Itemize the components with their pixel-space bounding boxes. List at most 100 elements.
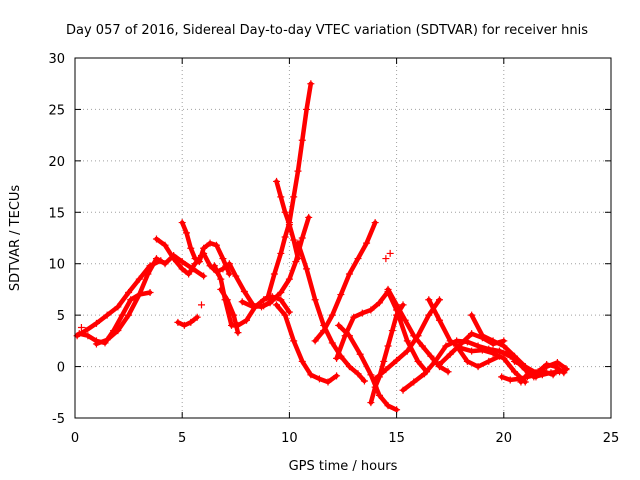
chart-title: Day 057 of 2016, Sidereal Day-to-day VTE… [66, 23, 588, 38]
series-trace [94, 253, 206, 347]
data-point [285, 275, 293, 283]
series-track-05 [178, 219, 233, 278]
data-point [489, 337, 497, 345]
series-track-23 [425, 296, 529, 386]
series-trace [368, 302, 406, 405]
data-point [125, 311, 133, 319]
series-trace [218, 287, 241, 335]
axis-ticks: 0 5 10 15 20 25 -5 0 5 10 15 20 25 30 [48, 52, 619, 446]
data-point [84, 332, 92, 340]
data-point [243, 316, 251, 324]
data-point [345, 270, 353, 278]
data-point [515, 375, 523, 383]
data-point [324, 378, 332, 386]
data-point [294, 255, 302, 263]
data-point [435, 296, 443, 304]
data-point [200, 249, 208, 257]
data-point [496, 347, 504, 355]
data-point [127, 296, 135, 304]
data-point [543, 363, 551, 371]
data-point [335, 321, 343, 329]
data-point [549, 371, 557, 379]
data-point [290, 236, 298, 244]
data-point [401, 316, 409, 324]
data-point [446, 337, 454, 345]
data-point [225, 260, 233, 268]
data-point [384, 402, 392, 410]
data-point [238, 298, 246, 306]
data-point [371, 383, 379, 391]
data-point [328, 311, 336, 319]
data-point [200, 272, 208, 280]
data-point [182, 229, 190, 237]
data-point [178, 258, 186, 266]
data-point [178, 219, 186, 227]
data-point [303, 265, 311, 273]
x-tick-label: 10 [281, 431, 298, 446]
data-point [562, 365, 570, 373]
data-point [367, 371, 375, 379]
y-tick-label: 15 [48, 206, 65, 221]
data-point [500, 354, 508, 362]
data-point [403, 337, 411, 345]
data-point [240, 287, 248, 295]
data-point [375, 299, 383, 307]
data-point [384, 342, 392, 350]
data-point [453, 342, 461, 350]
data-point [311, 296, 319, 304]
data-point [435, 361, 443, 369]
data-point [560, 369, 568, 377]
x-axis-label: GPS time / hours [289, 459, 398, 474]
data-point [307, 80, 315, 88]
series-track-12 [273, 177, 302, 263]
data-point [388, 327, 396, 335]
data-point [414, 332, 422, 340]
data-point [431, 357, 439, 365]
data-point [294, 239, 302, 247]
data-point [290, 193, 298, 201]
data-point [307, 371, 315, 379]
data-point [285, 221, 293, 229]
series-trace [274, 179, 301, 261]
series-trace [179, 220, 232, 277]
data-point [403, 347, 411, 355]
data-point [393, 356, 401, 364]
data-point [504, 350, 512, 358]
data-point [281, 233, 289, 241]
data-point [144, 270, 152, 278]
data-point [553, 358, 561, 366]
series-trace [426, 297, 528, 385]
data-point [345, 363, 353, 371]
x-tick-label: 25 [603, 431, 620, 446]
data-point [118, 311, 126, 319]
data-point [249, 303, 257, 311]
data-point [393, 301, 401, 309]
data-point [320, 327, 328, 335]
data-point [521, 363, 529, 371]
data-point [232, 272, 240, 280]
data-point [311, 337, 319, 345]
data-point [463, 357, 471, 365]
data-point [457, 340, 465, 348]
data-point [532, 369, 540, 377]
data-point [478, 332, 486, 340]
data-point [260, 302, 268, 310]
y-tick-label: 0 [57, 361, 65, 376]
grid-lines [75, 58, 611, 418]
data-point [219, 255, 227, 263]
y-tick-label: -5 [52, 412, 65, 427]
data-point [264, 293, 272, 301]
data-point [187, 318, 195, 326]
data-point [298, 357, 306, 365]
data-point [468, 330, 476, 338]
data-point [523, 373, 531, 381]
data-point [375, 391, 383, 399]
data-point [230, 311, 238, 319]
data-point [354, 255, 362, 263]
data-point [399, 386, 407, 394]
data-point [386, 249, 394, 257]
series-track-29 [498, 368, 557, 384]
data-point [468, 311, 476, 319]
data-point [152, 235, 160, 243]
